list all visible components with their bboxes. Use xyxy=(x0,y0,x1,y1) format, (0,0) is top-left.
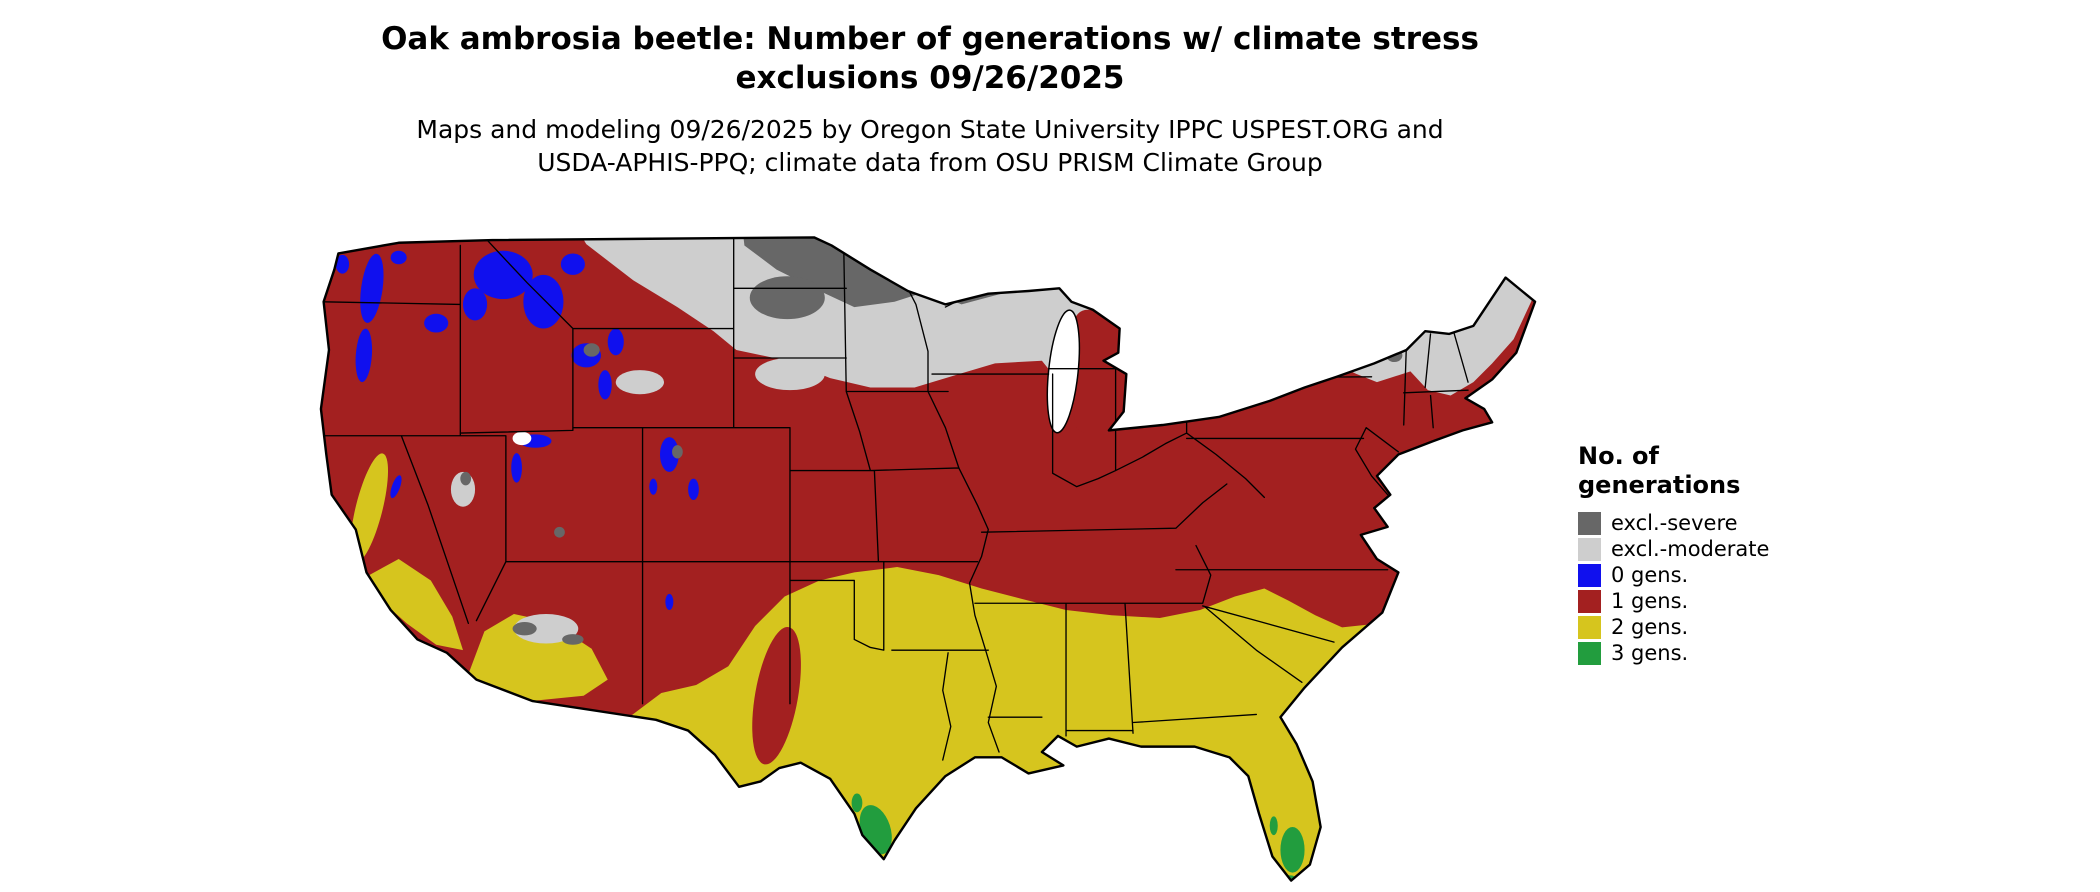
region-0-gens-sierra xyxy=(390,475,402,499)
legend-swatch-2-gens xyxy=(1578,615,1601,639)
region-excl-severe-utah xyxy=(554,526,565,538)
region-0-gens-wasatch xyxy=(511,453,522,483)
us-outline xyxy=(319,236,1537,882)
map-title-line2: exclusions 09/26/2025 xyxy=(735,60,1125,96)
region-0-gens-wallowas xyxy=(424,313,449,333)
region-0-gens-idaho-panhandle xyxy=(473,250,533,300)
legend-swatch-3-gens xyxy=(1578,641,1601,665)
us-generations-map xyxy=(318,224,1538,886)
region-0-gens-san-juans xyxy=(649,478,658,495)
region-excl-moderate-nebraska-dip xyxy=(755,358,825,391)
legend-item-excl-severe: excl.-severe xyxy=(1578,510,1769,536)
legend-label-excl-severe: excl.-severe xyxy=(1611,511,1738,535)
legend-title-line1: No. of xyxy=(1578,442,1659,470)
region-3-gens-rio-grande xyxy=(851,793,863,813)
region-0-gens-wind-river xyxy=(598,370,612,400)
map-title: Oak ambrosia beetle: Number of generatio… xyxy=(0,20,1860,98)
region-0-gens-central-idaho xyxy=(462,288,488,321)
region-excl-severe-arizona-2 xyxy=(562,634,584,645)
region-0-gens-montana-rockies xyxy=(523,274,564,329)
region-0-gens-wa-cascades xyxy=(360,253,384,323)
region-excl-moderate-wyoming-basin xyxy=(615,370,665,395)
region-0-gens-olympics xyxy=(335,254,350,274)
map-subtitle-line1: Maps and modeling 09/26/2025 by Oregon S… xyxy=(416,115,1444,144)
legend-item-0-gens: 0 gens. xyxy=(1578,562,1769,588)
region-excl-severe-arizona-1 xyxy=(512,622,537,636)
legend-title-line2: generations xyxy=(1578,471,1741,499)
region-0-gens-colorado-north xyxy=(659,437,679,472)
legend-items: excl.-severe excl.-moderate 0 gens. 1 ge… xyxy=(1578,510,1769,666)
legend-swatch-0-gens xyxy=(1578,563,1601,587)
region-2-gens-arizona xyxy=(468,613,608,702)
region-0-gens-bighorns xyxy=(607,328,624,356)
legend-title: No. of generations xyxy=(1578,442,1769,500)
region-0-gens-new-mexico xyxy=(665,593,674,610)
legend-item-1-gens: 1 gens. xyxy=(1578,588,1769,614)
legend-item-2-gens: 2 gens. xyxy=(1578,614,1769,640)
us-map-svg xyxy=(319,236,1537,882)
legend-label-0-gens: 0 gens. xyxy=(1611,563,1689,587)
legend-swatch-1-gens xyxy=(1578,589,1601,613)
legend-swatch-excl-severe xyxy=(1578,511,1601,535)
lake-michigan xyxy=(1046,309,1081,434)
region-excl-severe-nevada xyxy=(460,471,472,486)
legend-swatch-excl-moderate xyxy=(1578,537,1601,561)
legend-label-excl-moderate: excl.-moderate xyxy=(1611,537,1770,561)
title-block: Oak ambrosia beetle: Number of generatio… xyxy=(0,20,1860,179)
region-3-gens-florida-gulf-coast xyxy=(1269,816,1278,836)
legend-item-3-gens: 3 gens. xyxy=(1578,640,1769,666)
region-excl-severe-colorado xyxy=(672,445,683,459)
map-subtitle-line2: USDA-APHIS-PPQ; climate data from OSU PR… xyxy=(537,148,1323,177)
map-subtitle: Maps and modeling 09/26/2025 by Oregon S… xyxy=(0,113,1860,179)
region-2-gens-socal xyxy=(369,559,463,651)
region-excl-severe-dakotas xyxy=(749,276,825,320)
map-title-line1: Oak ambrosia beetle: Number of generatio… xyxy=(381,21,1479,57)
legend-label-1-gens: 1 gens. xyxy=(1611,589,1689,613)
region-excl-severe-yellowstone xyxy=(583,343,600,357)
region-1-gen-michigan-mitten xyxy=(1074,309,1123,434)
region-0-gens-or-cascades xyxy=(355,328,373,383)
legend-item-excl-moderate: excl.-moderate xyxy=(1578,536,1769,562)
region-0-gens-nw-montana xyxy=(560,253,585,275)
legend: No. of generations excl.-severe excl.-mo… xyxy=(1578,442,1769,666)
great-salt-lake xyxy=(512,431,532,446)
region-0-gens-colorado-south xyxy=(688,478,699,501)
legend-label-3-gens: 3 gens. xyxy=(1611,641,1689,665)
region-0-gens-north-washington xyxy=(390,250,407,265)
legend-label-2-gens: 2 gens. xyxy=(1611,615,1689,639)
region-excl-moderate-arizona xyxy=(513,613,579,644)
region-2-gens-central-valley xyxy=(350,453,389,563)
region-1-gen-west-texas-tongue xyxy=(752,626,801,765)
region-3-gens-south-florida xyxy=(1280,827,1305,873)
